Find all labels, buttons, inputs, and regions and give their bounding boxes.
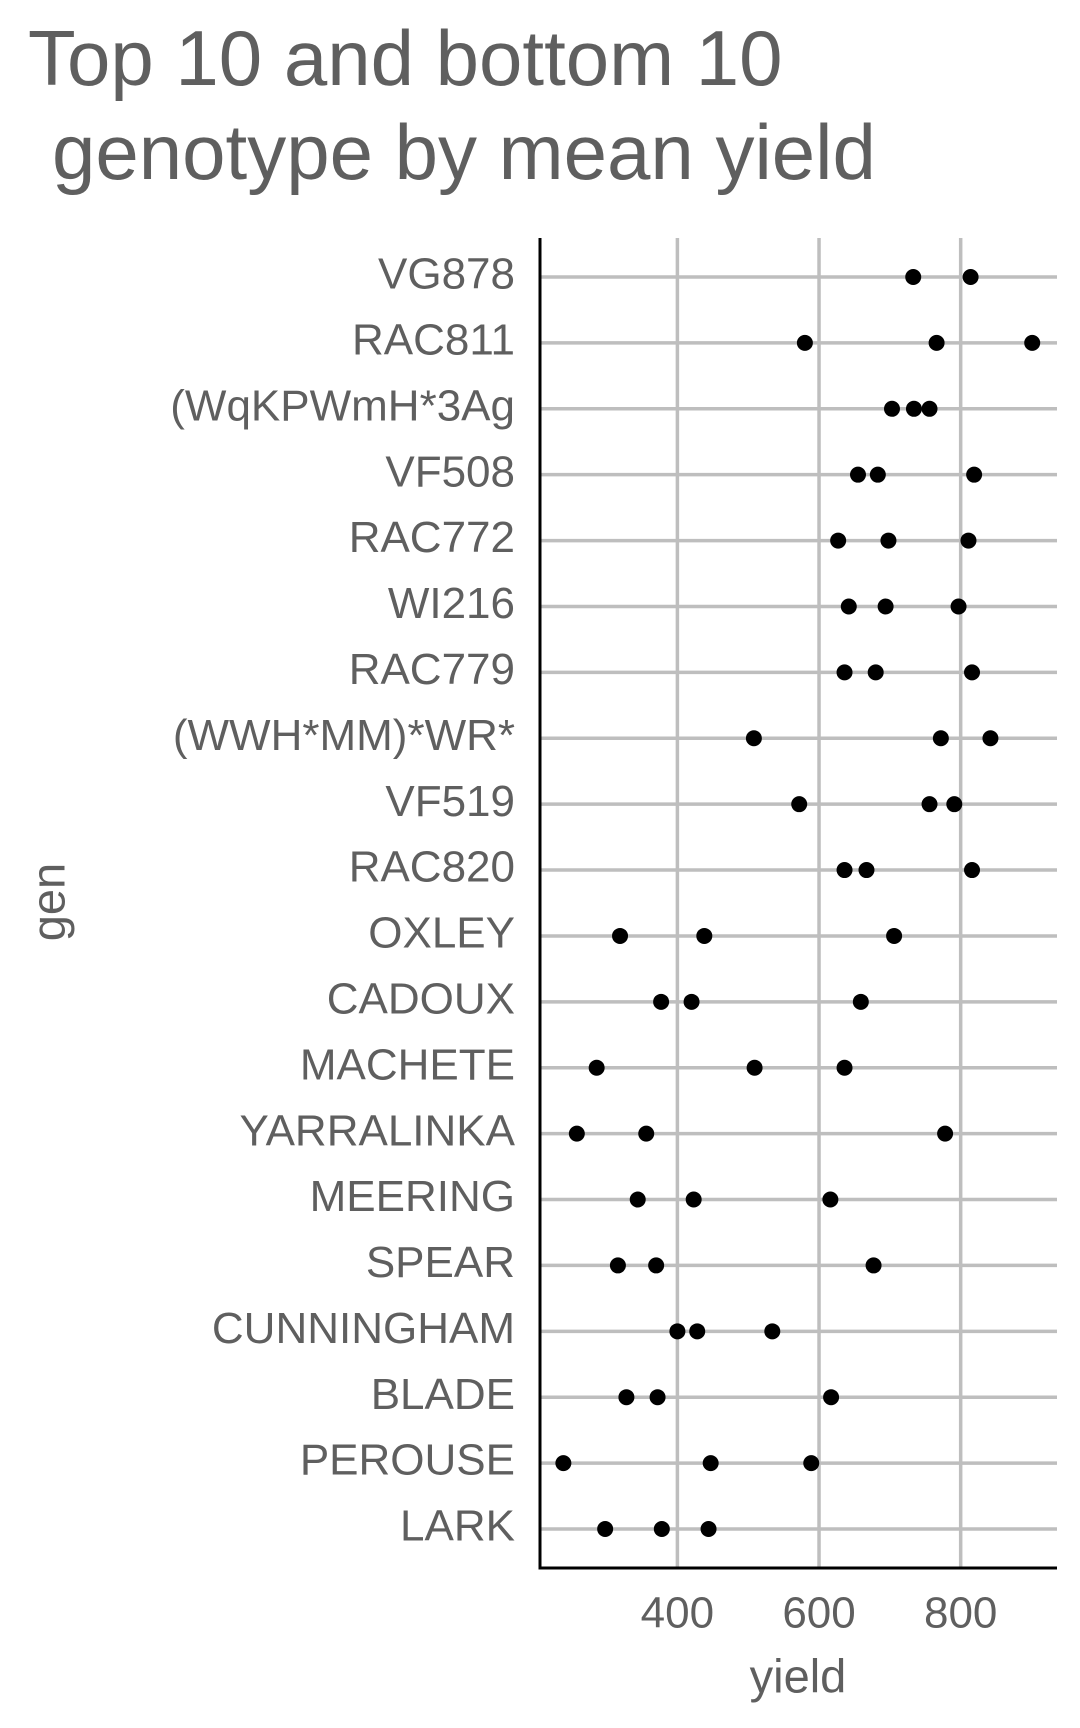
point bbox=[588, 1059, 605, 1076]
point bbox=[858, 862, 875, 879]
point bbox=[629, 1191, 646, 1208]
point bbox=[653, 993, 670, 1010]
point bbox=[791, 796, 808, 813]
point bbox=[696, 927, 713, 944]
point bbox=[638, 1125, 655, 1142]
y-tick-label: (WWH*MM)*WR* bbox=[173, 711, 515, 760]
point bbox=[880, 532, 897, 549]
point bbox=[950, 598, 967, 615]
point bbox=[921, 796, 938, 813]
point bbox=[568, 1125, 585, 1142]
point bbox=[964, 862, 981, 879]
point bbox=[1024, 334, 1041, 351]
y-tick-label: YARRALINKA bbox=[240, 1106, 516, 1155]
point bbox=[836, 1059, 853, 1076]
y-tick-label: RAC779 bbox=[349, 645, 515, 694]
point bbox=[745, 730, 762, 747]
point bbox=[685, 1191, 702, 1208]
point bbox=[700, 1521, 717, 1537]
y-tick-label: OXLEY bbox=[368, 909, 515, 958]
y-tick-label: PEROUSE bbox=[300, 1436, 515, 1485]
point bbox=[869, 466, 886, 483]
point bbox=[648, 1257, 665, 1274]
x-tick-label: 400 bbox=[641, 1589, 714, 1638]
point bbox=[905, 400, 922, 417]
point bbox=[746, 1059, 763, 1076]
point bbox=[883, 400, 900, 417]
point bbox=[649, 1389, 666, 1406]
point bbox=[702, 1455, 719, 1472]
point bbox=[609, 1257, 626, 1274]
y-tick-label: BLADE bbox=[371, 1370, 515, 1419]
point bbox=[840, 598, 857, 615]
y-tick-label: VF508 bbox=[385, 447, 515, 496]
point bbox=[836, 862, 853, 879]
point bbox=[653, 1521, 670, 1537]
point bbox=[960, 532, 977, 549]
x-tick-label: 600 bbox=[782, 1589, 855, 1638]
y-tick-label: MACHETE bbox=[300, 1040, 515, 1089]
point bbox=[823, 1389, 840, 1406]
point bbox=[865, 1257, 882, 1274]
point bbox=[689, 1323, 706, 1340]
point bbox=[669, 1323, 686, 1340]
y-tick-label: (WqKPWmH*3Ag bbox=[170, 381, 515, 430]
x-tick-label: 800 bbox=[924, 1589, 997, 1638]
x-axis-label: yield bbox=[750, 1649, 847, 1702]
point bbox=[597, 1521, 614, 1537]
y-tick-label: VG878 bbox=[378, 250, 515, 299]
point bbox=[612, 927, 629, 944]
point bbox=[946, 796, 963, 813]
point bbox=[964, 664, 981, 681]
point bbox=[928, 334, 945, 351]
point bbox=[683, 993, 700, 1010]
y-tick-label: VF519 bbox=[385, 777, 515, 826]
chart-title: Top 10 and bottom 10 genotype by mean yie… bbox=[28, 14, 876, 196]
y-tick-label: MEERING bbox=[310, 1172, 515, 1221]
y-tick-label: SPEAR bbox=[366, 1238, 515, 1287]
y-tick-label: CADOUX bbox=[327, 974, 515, 1023]
y-tick-label: RAC811 bbox=[352, 316, 515, 365]
point bbox=[852, 993, 869, 1010]
point bbox=[886, 927, 903, 944]
point bbox=[982, 730, 999, 747]
point bbox=[877, 598, 894, 615]
point bbox=[764, 1323, 781, 1340]
point bbox=[905, 269, 922, 285]
point bbox=[836, 664, 853, 681]
point bbox=[849, 466, 866, 483]
y-tick-label: WI216 bbox=[388, 579, 515, 628]
y-tick-label: RAC772 bbox=[349, 513, 515, 562]
y-tick-label: LARK bbox=[400, 1502, 515, 1551]
y-axis-label: gen bbox=[21, 863, 74, 941]
point bbox=[921, 400, 938, 417]
point bbox=[803, 1455, 820, 1472]
point bbox=[962, 269, 979, 285]
point bbox=[830, 532, 847, 549]
point bbox=[932, 730, 949, 747]
point bbox=[822, 1191, 839, 1208]
y-tick-label: RAC820 bbox=[349, 843, 515, 892]
point bbox=[867, 664, 884, 681]
point bbox=[937, 1125, 954, 1142]
point bbox=[796, 334, 813, 351]
point bbox=[555, 1455, 572, 1472]
y-tick-label: CUNNINGHAM bbox=[212, 1304, 515, 1353]
point bbox=[618, 1389, 635, 1406]
point bbox=[966, 466, 983, 483]
